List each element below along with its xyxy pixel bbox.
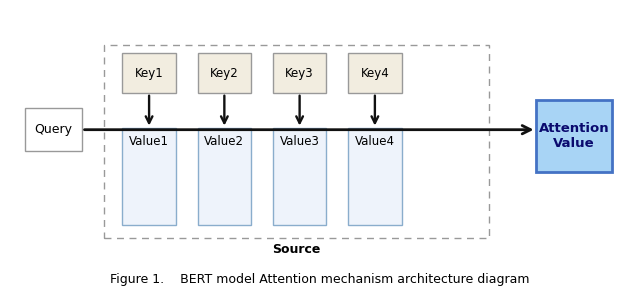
Text: Figure 1.    BERT model Attention mechanism architecture diagram: Figure 1. BERT model Attention mechanism… <box>110 273 530 286</box>
Bar <box>104 45 490 238</box>
Text: Value1: Value1 <box>129 135 169 148</box>
Bar <box>536 100 612 172</box>
Text: Key4: Key4 <box>360 67 389 80</box>
Text: Source: Source <box>272 243 321 256</box>
Bar <box>25 108 82 151</box>
Text: Key2: Key2 <box>210 67 239 80</box>
Bar <box>348 129 401 225</box>
Bar <box>273 129 326 225</box>
Text: Value3: Value3 <box>280 135 319 148</box>
Bar <box>122 54 176 93</box>
Text: Query: Query <box>35 123 72 136</box>
Text: Key3: Key3 <box>285 67 314 80</box>
Text: Value2: Value2 <box>204 135 244 148</box>
Bar <box>198 129 251 225</box>
Text: Attention
Value: Attention Value <box>539 122 609 150</box>
Bar <box>273 54 326 93</box>
Text: Value4: Value4 <box>355 135 395 148</box>
Bar <box>348 54 401 93</box>
Bar <box>198 54 251 93</box>
Bar <box>122 129 176 225</box>
Text: Key1: Key1 <box>134 67 163 80</box>
